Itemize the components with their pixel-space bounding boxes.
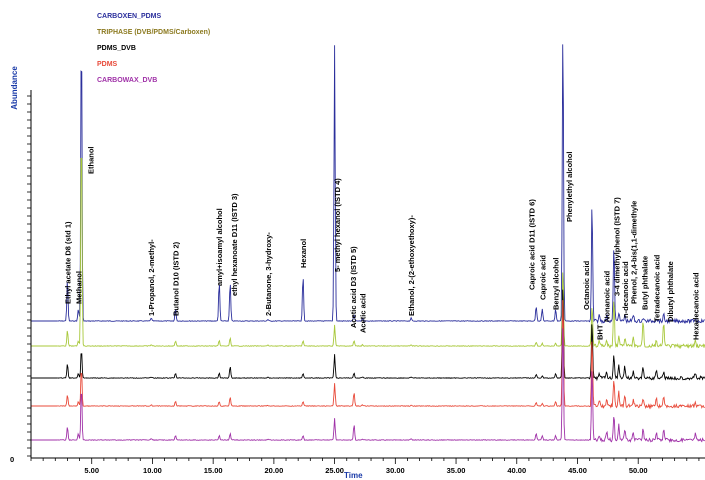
- trace-triphase-dvb-pdms-carboxen-: [57, 157, 705, 350]
- x-tick-label: 5.00: [84, 466, 99, 475]
- peak-label: Nonanoic acid: [603, 270, 612, 322]
- y-axis-title: Abundance: [10, 66, 19, 110]
- x-tick-label: 45.00: [568, 466, 587, 475]
- peak-label: 3-4 dimethylphenol (ISTD 7): [612, 197, 621, 296]
- peak-label: Ethyl acetate D8 (std 1): [63, 221, 72, 304]
- peak-label: Tetradecanoic acid: [652, 254, 661, 322]
- chart-axes: 5.00 10.00 15.00 20.00 25.00 30.00 35.00 40.00 4…: [10, 66, 705, 480]
- x-tick-label: 50.00: [629, 466, 648, 475]
- trace-pdms-dvb: [57, 289, 705, 382]
- y-axis-ticks: [27, 95, 31, 457]
- legend-entry-carbowax-dvb: CARBOWAX_DVB: [97, 77, 157, 84]
- peak-label: n-decanoic acid: [621, 261, 630, 318]
- x-axis-ticks: 5.00 10.00 15.00 20.00 25.00 30.00 35.00 40.00 4…: [30, 458, 700, 475]
- trace-pdms: [57, 300, 705, 410]
- peak-label: Ethanol, 2-(2-ethoxyethoxy)-: [407, 215, 416, 316]
- legend-entry-pdms-dvb: PDMS_DVB: [97, 45, 136, 52]
- peak-label: amyl+isoamyl alcohol: [215, 208, 224, 286]
- x-tick-label: 20.00: [264, 466, 283, 475]
- peak-label: Hexanol: [299, 239, 308, 268]
- peak-label: Caproic acid D11 (ISTD 6): [527, 199, 536, 290]
- peak-label: Ethanol: [87, 147, 96, 175]
- peak-label: Dibutyl phthalate: [666, 261, 675, 322]
- peak-label: ethyl hexanoate D11 (ISTD 3): [230, 193, 239, 296]
- peak-label: Hexadecanoic acid: [691, 272, 700, 340]
- y-origin-label: 0: [10, 455, 14, 464]
- chromatogram-traces: [31, 44, 705, 444]
- peak-label: Phenylethyl alcohol: [565, 152, 574, 222]
- legend: CARBOXEN_PDMS TRIPHASE (DVB/PDMS/Carboxen…: [97, 13, 210, 84]
- x-tick-label: 10.00: [143, 466, 162, 475]
- peak-label: 2-Butanone, 3-hydroxy-: [264, 232, 273, 316]
- peak-label: Phenol, 2,4-bis(1,1-dimethyle: [629, 201, 638, 304]
- x-tick-label: 35.00: [447, 466, 466, 475]
- peak-label: Acetic acid D3 (ISTD 5): [349, 246, 358, 328]
- peak-label: Methanol: [74, 271, 83, 304]
- peak-label: Caproic acid: [538, 255, 547, 300]
- peak-label: BHT: [595, 324, 604, 340]
- trace-carboxen-pdms: [57, 44, 705, 325]
- trace-carbowax-dvb: [57, 328, 705, 444]
- legend-entry-pdms: PDMS: [97, 61, 118, 68]
- x-tick-label: 25.00: [325, 466, 344, 475]
- peak-label: 1-Propanol, 2-methyl-: [147, 239, 156, 316]
- legend-entry-triphase-dvb-pdms-carboxen-: TRIPHASE (DVB/PDMS/Carboxen): [97, 29, 210, 36]
- x-tick-label: 15.00: [204, 466, 223, 475]
- peak-label: Acetic acid: [359, 293, 368, 333]
- x-axis-title: Time: [344, 471, 363, 480]
- x-tick-label: 30.00: [386, 466, 405, 475]
- peak-label: Benzyl alcohol: [552, 257, 561, 310]
- legend-entry-carboxen-pdms: CARBOXEN_PDMS: [97, 13, 162, 20]
- peak-labels: Ethyl acetate D8 (std 1) Methanol Ethanol 1…: [63, 147, 700, 341]
- peak-label: Butyl phthalate: [640, 256, 649, 310]
- peak-label: 5- methyl hexanol (ISTD 4): [333, 178, 342, 272]
- peak-label: Octanoic acid: [582, 260, 591, 310]
- peak-label: Butanol D10 (ISTD 2): [172, 241, 181, 316]
- x-tick-label: 40.00: [507, 466, 526, 475]
